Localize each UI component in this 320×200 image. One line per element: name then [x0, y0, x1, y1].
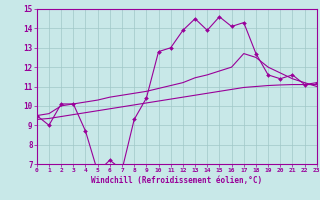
- X-axis label: Windchill (Refroidissement éolien,°C): Windchill (Refroidissement éolien,°C): [91, 176, 262, 185]
